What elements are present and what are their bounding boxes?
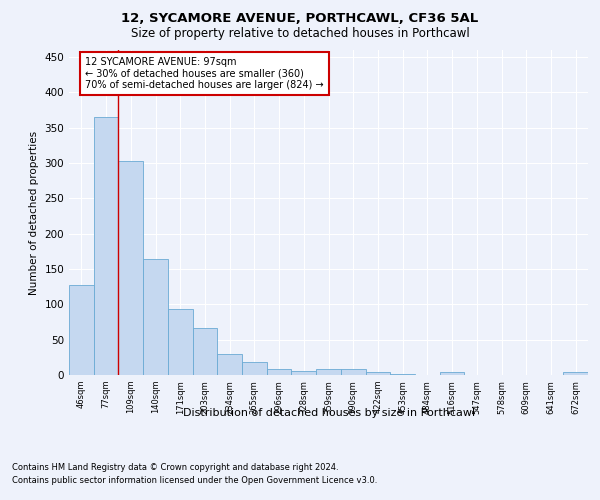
Bar [341, 370, 365, 375]
Bar [94, 117, 118, 375]
Bar [365, 372, 390, 375]
Text: 12, SYCAMORE AVENUE, PORTHCAWL, CF36 5AL: 12, SYCAMORE AVENUE, PORTHCAWL, CF36 5AL [121, 12, 479, 26]
Text: Contains HM Land Registry data © Crown copyright and database right 2024.: Contains HM Land Registry data © Crown c… [12, 462, 338, 471]
Text: 12 SYCAMORE AVENUE: 97sqm
← 30% of detached houses are smaller (360)
70% of semi: 12 SYCAMORE AVENUE: 97sqm ← 30% of detac… [85, 57, 323, 90]
Y-axis label: Number of detached properties: Number of detached properties [29, 130, 39, 294]
Text: Contains public sector information licensed under the Open Government Licence v3: Contains public sector information licen… [12, 476, 377, 485]
Bar [390, 374, 415, 375]
Bar [193, 328, 217, 375]
Bar [217, 354, 242, 375]
Bar [168, 308, 193, 375]
Bar [118, 161, 143, 375]
Bar [69, 286, 94, 375]
Bar [242, 362, 267, 375]
Bar [440, 372, 464, 375]
Bar [563, 372, 588, 375]
Bar [292, 371, 316, 375]
Text: Distribution of detached houses by size in Porthcawl: Distribution of detached houses by size … [183, 408, 475, 418]
Bar [316, 370, 341, 375]
Bar [143, 259, 168, 375]
Text: Size of property relative to detached houses in Porthcawl: Size of property relative to detached ho… [131, 28, 469, 40]
Bar [267, 368, 292, 375]
